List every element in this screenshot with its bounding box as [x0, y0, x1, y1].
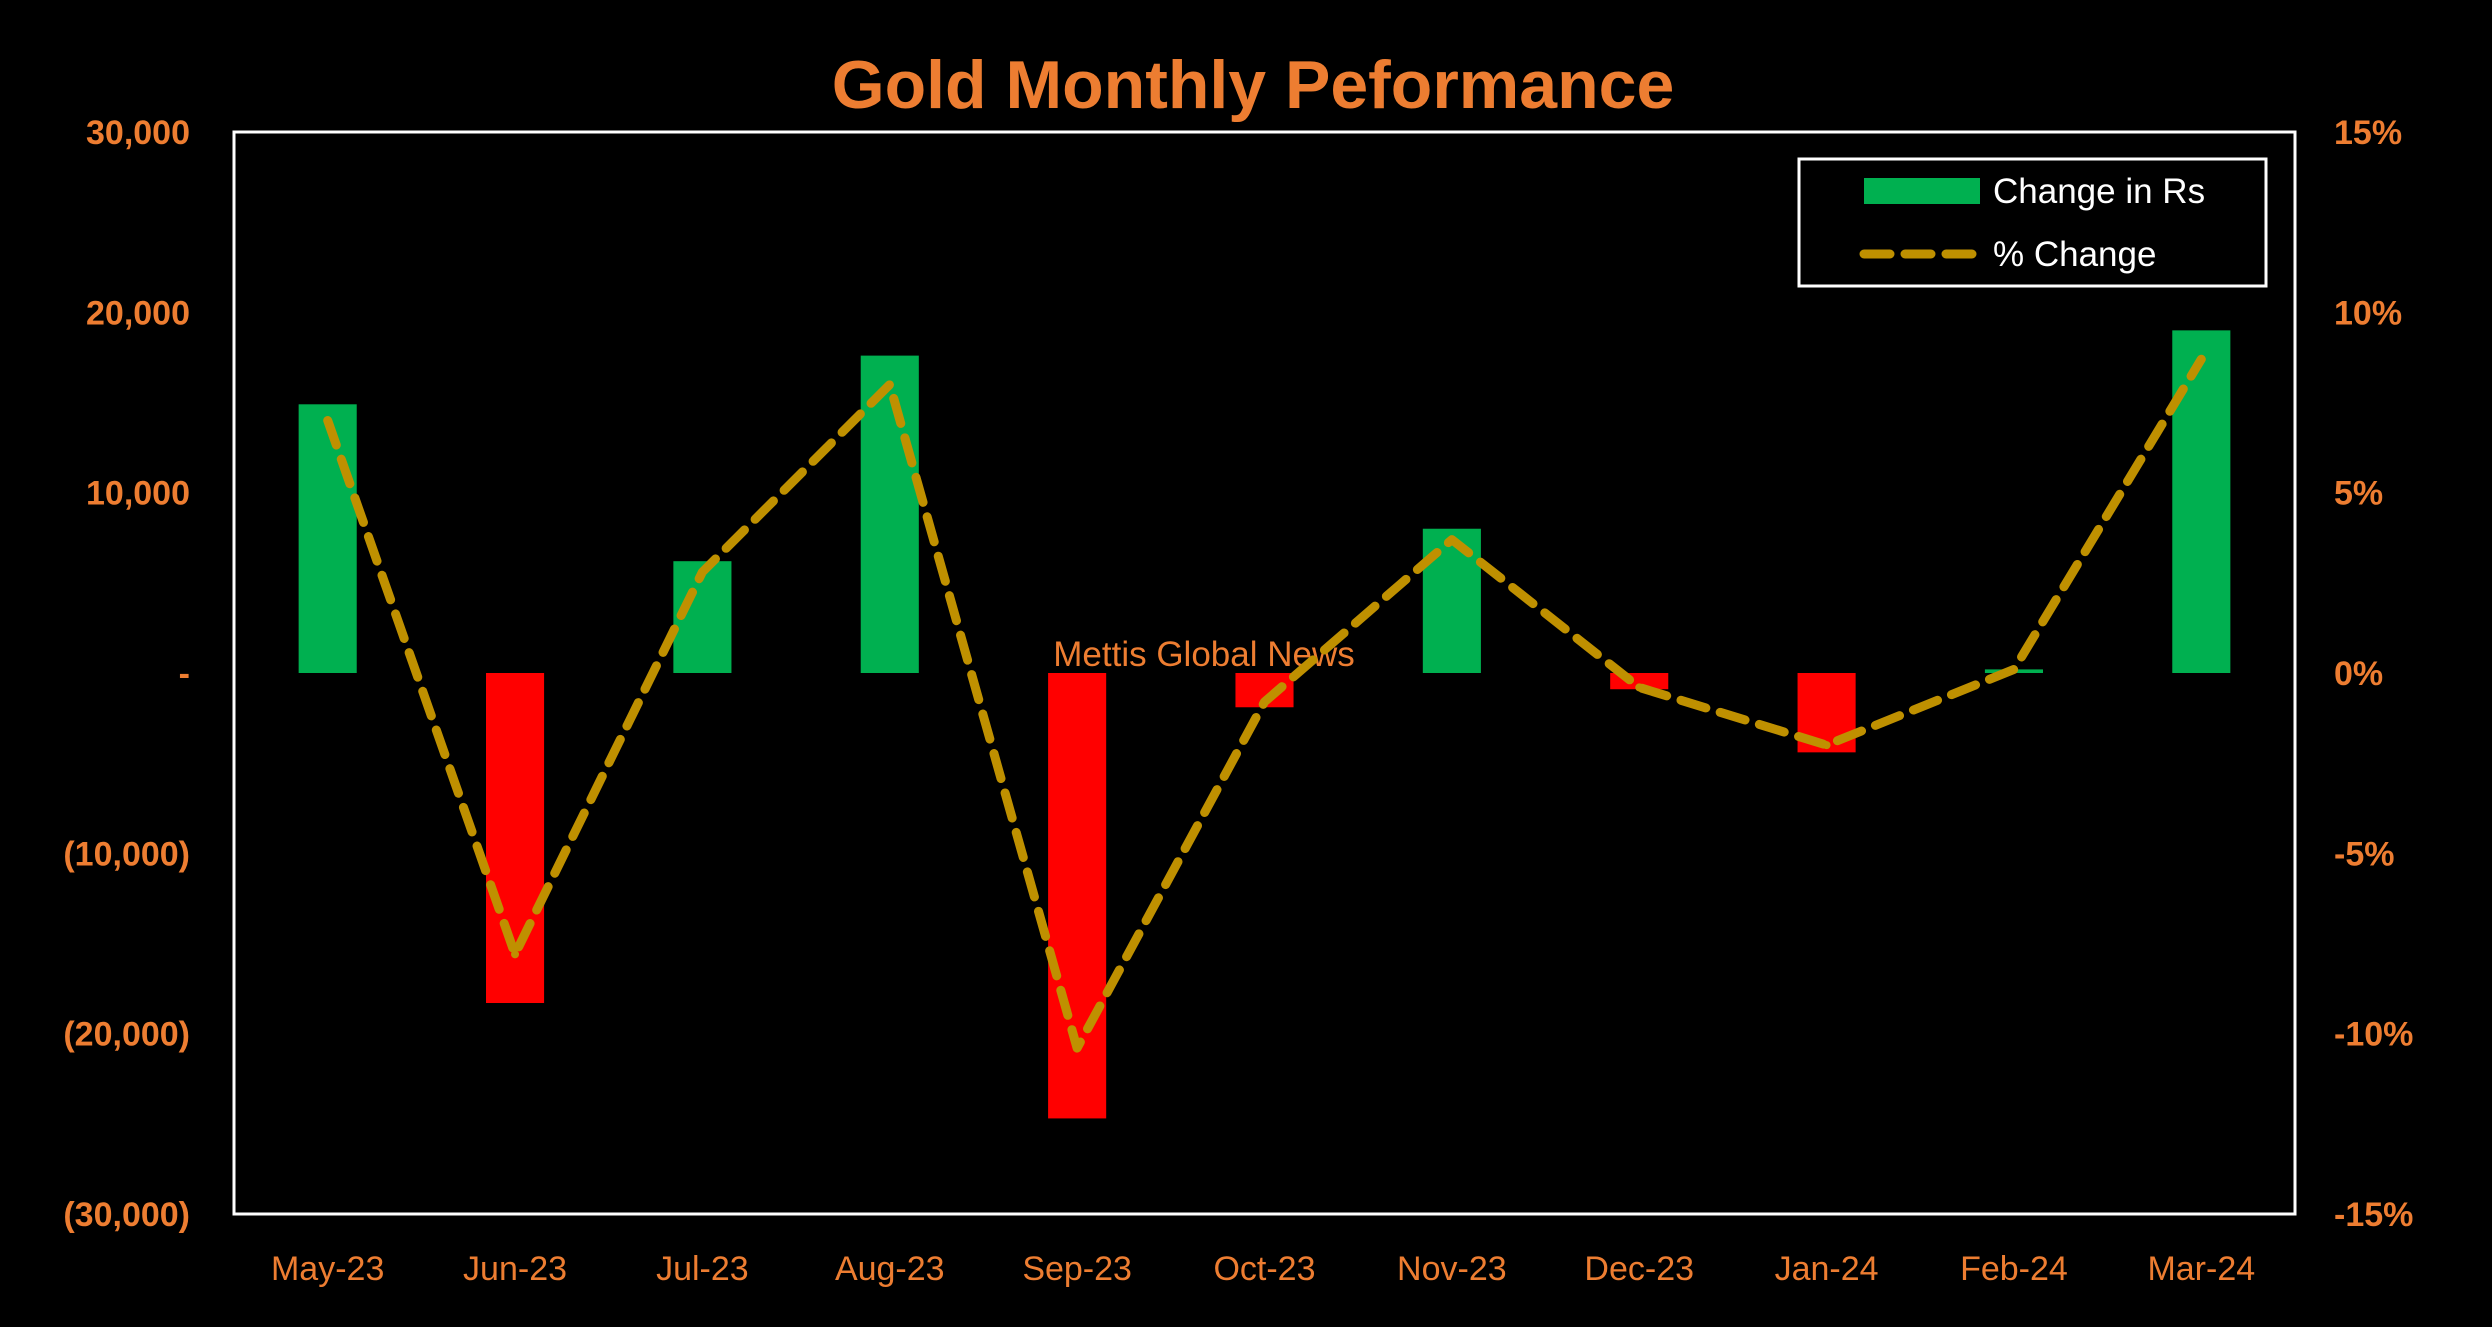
x-axis-tick-label: Oct-23	[1213, 1250, 1315, 1288]
bar-series	[298, 330, 2231, 1119]
chart-title: Gold Monthly Peformance	[832, 47, 1675, 123]
x-axis-tick-label: Mar-24	[2147, 1250, 2255, 1288]
x-axis-tick-label: Jun-23	[463, 1250, 567, 1288]
legend-label-bar: Change in Rs	[1993, 172, 2205, 211]
bar	[860, 355, 919, 673]
right-axis-tick-label: -5%	[2334, 835, 2394, 873]
x-axis-tick-label: Jul-23	[656, 1250, 749, 1288]
right-axis-tick-label: -10%	[2334, 1016, 2413, 1054]
left-axis-tick-label: 10,000	[86, 475, 190, 513]
line-point	[323, 416, 332, 425]
x-axis-tick-label: Aug-23	[835, 1250, 945, 1288]
line-point	[2197, 355, 2206, 364]
x-axis-tick-label: Sep-23	[1022, 1250, 1132, 1288]
x-axis-tick-label: Jan-24	[1775, 1250, 1879, 1288]
x-axis-ticks: May-23 Jun-23 Jul-23 Aug-23 Sep-23 Oct-23 Nov-…	[271, 1250, 2255, 1288]
line-point	[698, 568, 707, 577]
right-axis-ticks: 15% 10% 5% 0% -5% -10% -15%	[2334, 114, 2413, 1234]
x-axis-tick-label: Feb-24	[1960, 1250, 2068, 1288]
plot-frame	[232, 130, 2297, 1216]
line-point	[1260, 697, 1269, 706]
line-point	[1073, 1044, 1082, 1053]
right-axis-tick-label: 5%	[2334, 475, 2383, 513]
right-axis-tick-label: 10%	[2334, 294, 2402, 332]
x-axis-tick-label: Nov-23	[1397, 1250, 1507, 1288]
left-axis-tick-label: 30,000	[86, 114, 190, 152]
left-axis-tick-label: (30,000)	[63, 1196, 190, 1234]
left-axis-tick-label: 20,000	[86, 294, 190, 332]
x-axis-tick-label: Dec-23	[1584, 1250, 1694, 1288]
line-point	[1447, 535, 1456, 544]
bar	[2172, 330, 2231, 673]
right-axis-tick-label: -15%	[2334, 1196, 2413, 1234]
legend-swatch-bar	[1864, 178, 1980, 204]
legend-label-line: % Change	[1993, 235, 2156, 274]
left-axis-tick-label: (10,000)	[63, 835, 190, 873]
left-axis-ticks: 30,000 20,000 10,000 - (10,000) (20,000) (30,0…	[63, 114, 190, 1234]
line-point	[2009, 665, 2018, 674]
line-point	[885, 380, 894, 389]
bar	[298, 404, 357, 673]
line-point	[1635, 683, 1644, 692]
line-series	[323, 354, 2206, 1053]
right-axis-tick-label: 0%	[2334, 655, 2383, 693]
x-axis-tick-label: May-23	[271, 1250, 384, 1288]
left-axis-tick-label: (20,000)	[63, 1016, 190, 1054]
legend: Change in Rs % Change	[1797, 157, 2268, 288]
line-point	[1822, 741, 1831, 750]
right-axis-tick-label: 15%	[2334, 114, 2402, 152]
line-point	[511, 950, 520, 959]
left-axis-tick-label: -	[179, 655, 190, 693]
